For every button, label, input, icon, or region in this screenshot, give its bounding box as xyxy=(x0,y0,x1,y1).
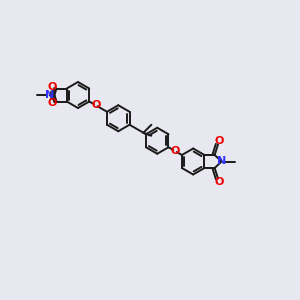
Text: O: O xyxy=(47,82,57,92)
Text: O: O xyxy=(170,146,180,156)
Text: O: O xyxy=(91,100,101,110)
Text: O: O xyxy=(214,136,224,146)
Text: N: N xyxy=(217,157,226,166)
Text: O: O xyxy=(214,177,224,187)
Text: O: O xyxy=(47,98,57,108)
Text: N: N xyxy=(45,90,54,100)
